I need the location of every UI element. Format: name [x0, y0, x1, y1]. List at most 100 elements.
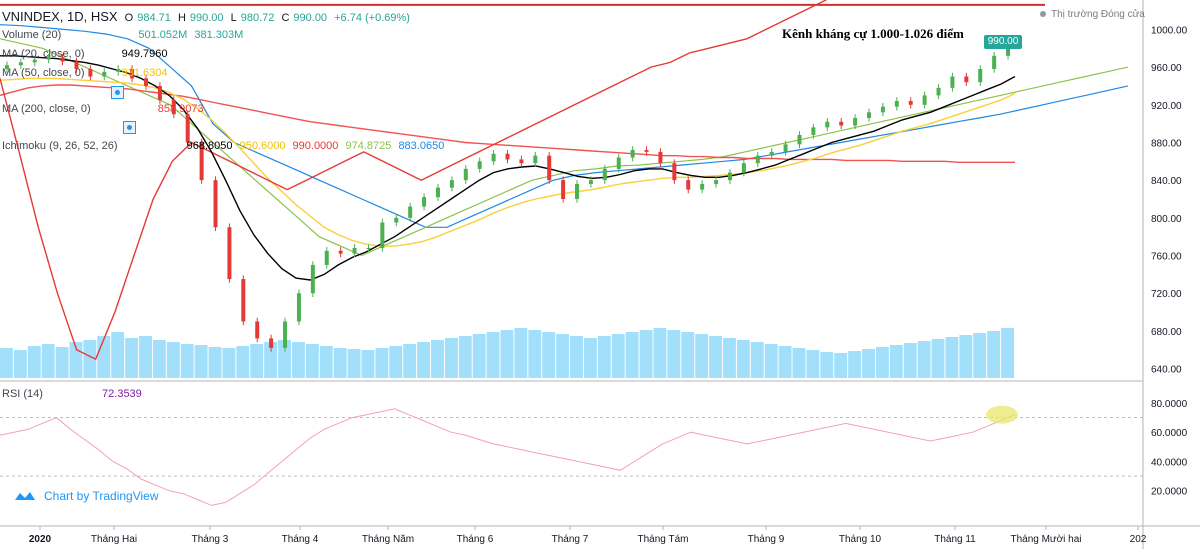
volume-bar [111, 332, 125, 378]
price-tick-label: 840.00 [1151, 176, 1182, 187]
ma20-legend[interactable]: MA (20, close, 0) 949.7960 [2, 48, 172, 60]
candle-body [157, 85, 162, 101]
time-tick-label: Tháng 7 [552, 534, 589, 545]
volume-bar [403, 344, 417, 378]
candle-body [894, 101, 899, 107]
volume-bar [13, 350, 27, 378]
volume-value-2: 381.303M [194, 29, 244, 41]
ichimoku-value-5: 883.0650 [398, 140, 445, 152]
time-tick-label: Tháng Tám [638, 534, 689, 545]
volume-bar [931, 339, 945, 378]
tradingview-branding[interactable]: Chart by TradingView [14, 489, 159, 503]
ma50-legend[interactable]: MA (50, close, 0) 931.6304 [2, 67, 172, 79]
candle-body [950, 76, 955, 88]
ma20-line [0, 55, 1016, 281]
volume-bar [820, 352, 834, 378]
candle-body [936, 87, 941, 96]
volume-bar [764, 344, 778, 378]
volume-bar [514, 328, 528, 378]
close-label: C [281, 12, 290, 24]
candle-body [700, 183, 705, 190]
rsi-panel [0, 405, 1018, 506]
ma50-value: 931.6304 [121, 67, 168, 79]
symbol-label[interactable]: VNINDEX, 1D, HSX [2, 9, 118, 24]
volume-bar [250, 344, 264, 378]
candle-body [491, 153, 496, 162]
candle-body [352, 247, 357, 254]
high-label: H [177, 12, 186, 24]
open-value: 984.71 [137, 12, 171, 24]
high-value: 990.00 [189, 12, 224, 24]
candle-body [60, 57, 65, 62]
branding-text: Chart by TradingView [44, 489, 159, 503]
volume-bar [681, 332, 695, 378]
volume-bar [361, 350, 375, 378]
candle-body [130, 68, 135, 79]
rsi-tick-label: 20.0000 [1151, 487, 1188, 498]
volume-bar [709, 336, 723, 378]
candle-body [18, 62, 23, 66]
candle-body [449, 180, 454, 188]
volume-bar [291, 342, 305, 378]
volume-bar [875, 347, 889, 378]
time-tick-label: 202 [1130, 534, 1147, 545]
candle-body [630, 150, 635, 158]
candle-body [519, 159, 524, 164]
volume-bar [597, 336, 611, 378]
candle-body [4, 65, 9, 69]
candle-body [116, 68, 121, 72]
ma200-legend[interactable]: MA (200, close, 0) 858.9073 [2, 103, 208, 115]
indicator-visibility-icon[interactable] [123, 121, 136, 134]
volume-bar [778, 346, 792, 378]
volume-legend[interactable]: Volume (20) 501.052M 381.303M [2, 29, 247, 41]
time-tick-label: Tháng 4 [282, 534, 319, 545]
ma20-value: 949.7960 [121, 48, 168, 60]
volume-bar [180, 344, 194, 378]
candle-body [505, 153, 510, 160]
open-label: O [124, 12, 134, 24]
time-tick-label: 2020 [29, 534, 52, 545]
candle-body [241, 279, 246, 322]
candle-body [227, 227, 232, 280]
volume-bar [375, 348, 389, 378]
volume-bar [319, 346, 333, 378]
candle-body [422, 197, 427, 207]
candle-body [324, 250, 329, 265]
ichimoku-legend[interactable]: Ichimoku (9, 26, 52, 26) 968.8050 950.60… [2, 140, 448, 152]
volume-bar [611, 334, 625, 378]
volume-bar [653, 328, 667, 378]
volume-bar [97, 336, 111, 378]
candle-body [602, 168, 607, 181]
volume-bar [500, 330, 514, 378]
volume-bar [987, 331, 1001, 378]
indicator-settings-icon[interactable] [111, 86, 124, 99]
ichimoku-value-1: 968.8050 [186, 140, 233, 152]
candle-body [32, 59, 37, 63]
candle-body [463, 168, 468, 181]
rsi-value: 72.3539 [102, 388, 142, 400]
axes: 1000.00 960.00 920.00 880.00 840.00 800.00 760… [29, 25, 1188, 545]
candle-body [922, 95, 927, 105]
volume-bar [848, 351, 862, 378]
ichimoku-value-4: 974.8725 [345, 140, 392, 152]
ichimoku-label: Ichimoku (9, 26, 52, 26) [2, 140, 118, 152]
volume-bar [139, 336, 152, 378]
price-tick-label: 680.00 [1151, 327, 1182, 338]
candle-body [867, 112, 872, 118]
rsi-highlight-marker [986, 405, 1018, 424]
volume-bar [834, 353, 848, 378]
volume-bar [194, 345, 208, 378]
ichimoku-value-3: 990.0000 [292, 140, 339, 152]
ma200-value: 858.9073 [157, 103, 204, 115]
volume-bar [55, 347, 69, 378]
candle-body [797, 134, 802, 145]
volume-bar [125, 338, 139, 378]
candle-body [199, 142, 204, 181]
ma50-label: MA (50, close, 0) [2, 67, 85, 79]
price-tick-label: 760.00 [1151, 252, 1182, 263]
rsi-legend[interactable]: RSI (14) 72.3539 [2, 388, 146, 400]
candle-body [102, 71, 107, 77]
time-tick-label: Tháng Mười hai [1010, 534, 1081, 545]
status-dot-icon [1040, 11, 1046, 18]
